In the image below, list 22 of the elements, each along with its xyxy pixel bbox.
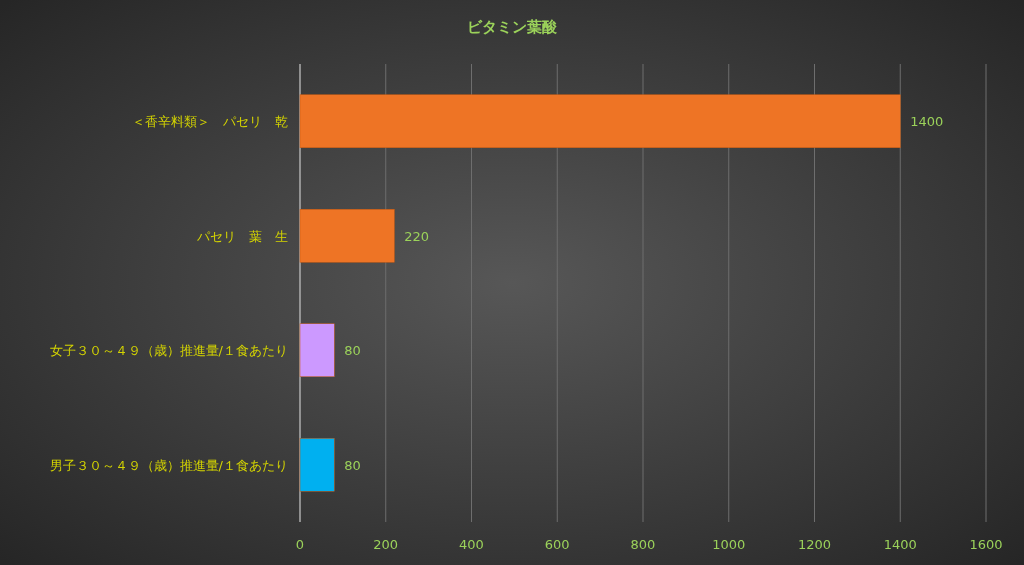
data-label: 220	[404, 228, 430, 244]
x-tick-label: 1200	[797, 537, 832, 552]
x-tick-label: 1400	[883, 537, 917, 552]
x-tick-label: 400	[459, 537, 484, 552]
y-tick-label: ＜香辛料類＞ パセリ 乾	[132, 114, 288, 130]
chart-title: ビタミン葉酸	[467, 18, 558, 36]
bar	[299, 438, 335, 492]
bar	[299, 94, 901, 148]
data-label: 80	[344, 457, 361, 473]
bar	[299, 209, 395, 263]
x-tick-label: 800	[630, 537, 656, 552]
data-label: 80	[344, 343, 361, 359]
x-tick-label: 200	[373, 537, 399, 552]
y-tick-label: パセリ 葉 生	[196, 228, 288, 244]
bar	[299, 323, 335, 377]
x-tick-label: 1600	[969, 537, 1003, 552]
x-tick-label: 600	[544, 537, 570, 552]
x-tick-label: 0	[295, 537, 305, 552]
x-tick-label: 1000	[712, 537, 746, 552]
data-label: 1400	[910, 114, 944, 130]
y-tick-label: 女子３０～４９（歳）推進量/１食あたり	[49, 343, 288, 359]
y-tick-label: 男子３０～４９（歳）推進量/１食あたり	[49, 457, 288, 473]
